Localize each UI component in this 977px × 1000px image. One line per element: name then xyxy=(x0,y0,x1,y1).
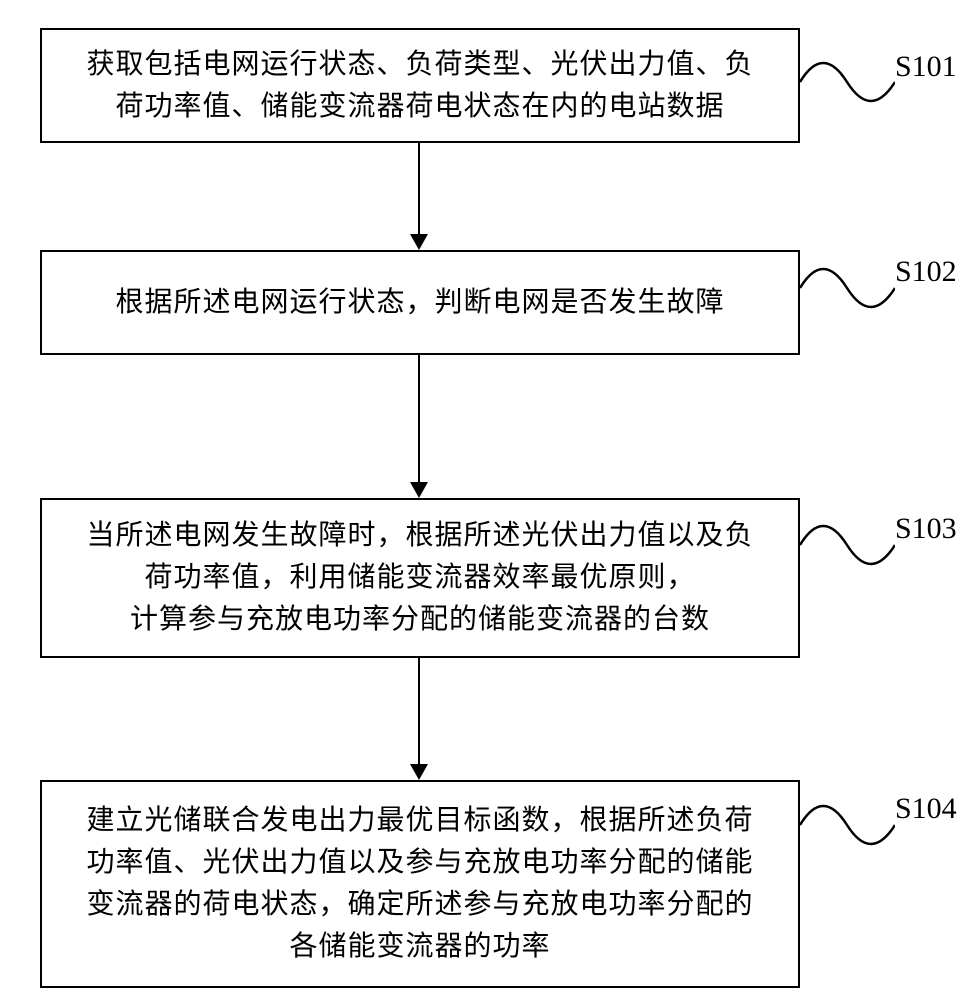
arrow-head-1 xyxy=(410,234,428,250)
wave-connector-s102 xyxy=(800,258,895,318)
step-label-s104: S104 xyxy=(895,792,957,826)
arrow-line-1 xyxy=(418,143,420,234)
step-label-s101: S101 xyxy=(895,50,957,84)
step-text-s104: 建立光储联合发电出力最优目标函数，根据所述负荷功率值、光伏出力值以及参与充放电功… xyxy=(86,800,753,968)
wave-connector-s101 xyxy=(800,52,895,112)
step-box-s101: 获取包括电网运行状态、负荷类型、光伏出力值、负荷功率值、储能变流器荷电状态在内的… xyxy=(40,28,800,143)
step-text-s102: 根据所述电网运行状态，判断电网是否发生故障 xyxy=(115,282,724,324)
flowchart-root: 获取包括电网运行状态、负荷类型、光伏出力值、负荷功率值、储能变流器荷电状态在内的… xyxy=(0,0,977,1000)
step-label-s102: S102 xyxy=(895,255,957,289)
wave-connector-s104 xyxy=(800,795,895,855)
arrow-line-2 xyxy=(418,355,420,482)
step-label-s103: S103 xyxy=(895,512,957,546)
step-box-s104: 建立光储联合发电出力最优目标函数，根据所述负荷功率值、光伏出力值以及参与充放电功… xyxy=(40,780,800,988)
step-box-s103: 当所述电网发生故障时，根据所述光伏出力值以及负荷功率值，利用储能变流器效率最优原… xyxy=(40,498,800,658)
step-text-s103: 当所述电网发生故障时，根据所述光伏出力值以及负荷功率值，利用储能变流器效率最优原… xyxy=(86,515,753,641)
step-box-s102: 根据所述电网运行状态，判断电网是否发生故障 xyxy=(40,250,800,355)
arrow-head-2 xyxy=(410,482,428,498)
step-text-s101: 获取包括电网运行状态、负荷类型、光伏出力值、负荷功率值、储能变流器荷电状态在内的… xyxy=(86,44,753,128)
wave-connector-s103 xyxy=(800,515,895,575)
arrow-line-3 xyxy=(418,658,420,764)
arrow-head-3 xyxy=(410,764,428,780)
